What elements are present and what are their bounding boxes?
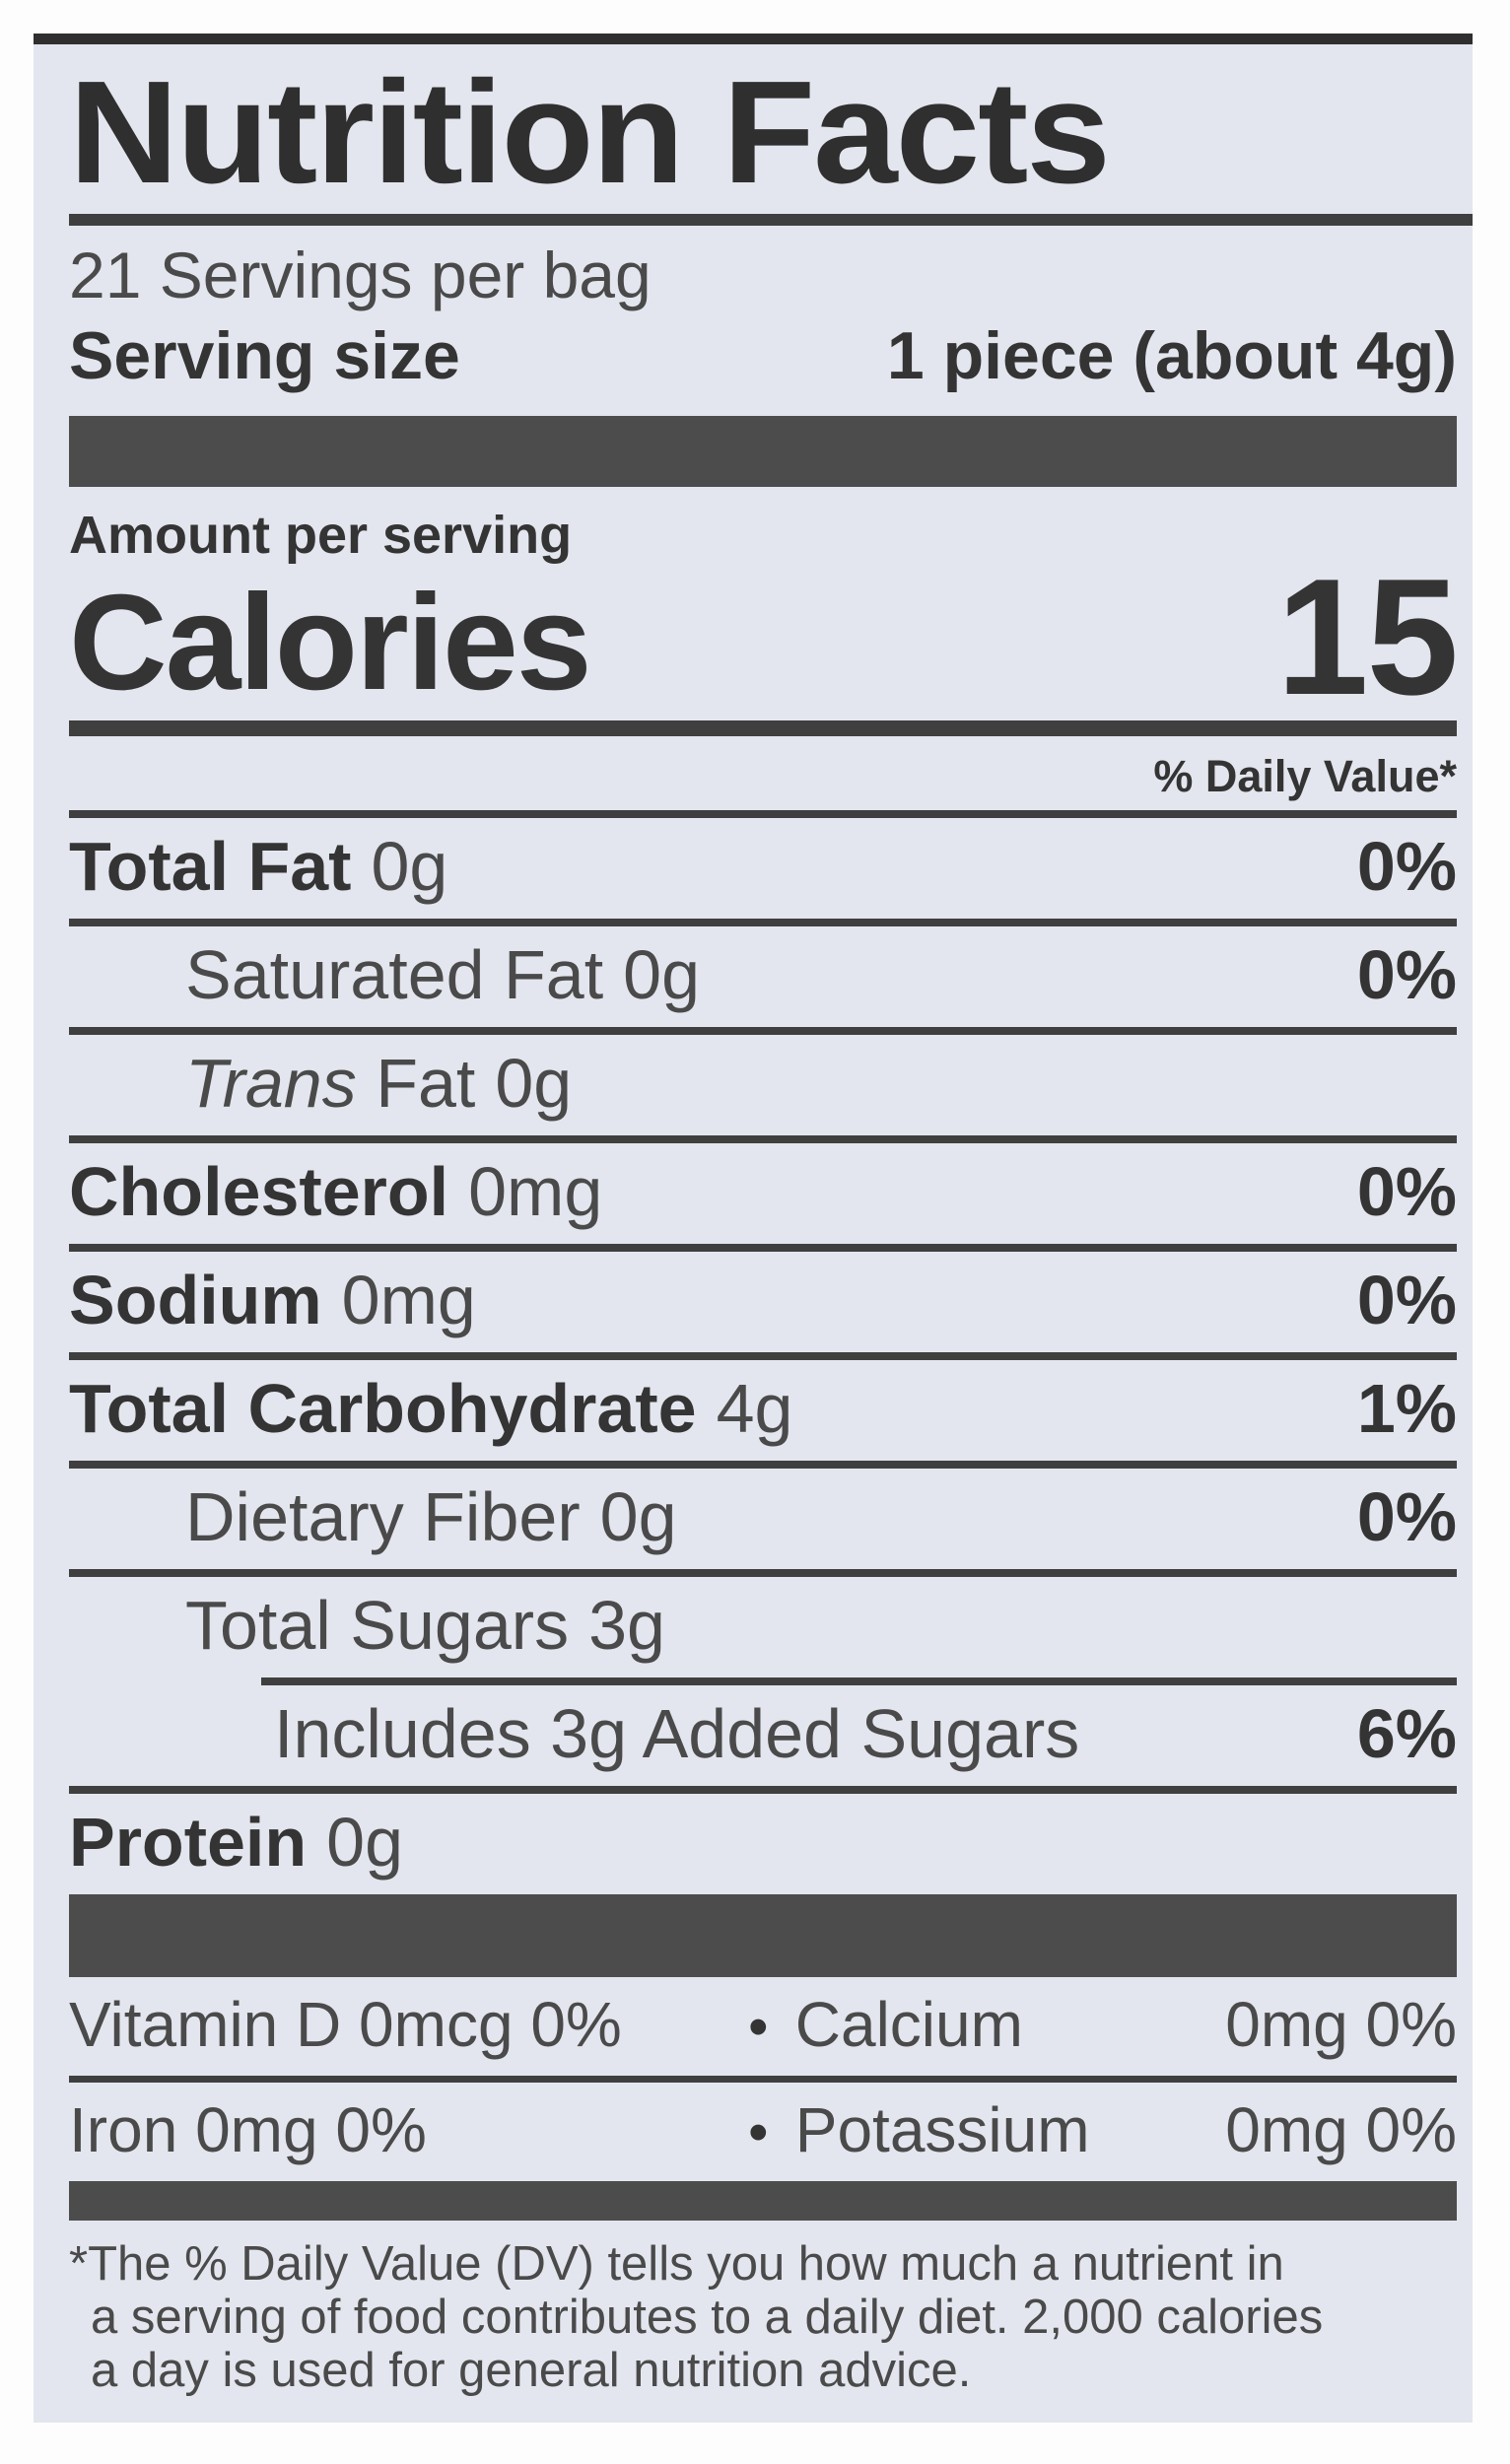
nutrient-amount: 4g [716,1369,793,1447]
calories-row: Calories 15 [69,543,1459,736]
nutrient-row-total-fat: Total Fat 0g 0% [69,818,1457,926]
nutrient-amount: 0g [326,1803,404,1881]
divider [261,1677,1457,1685]
nutrition-facts-label: Nutrition Facts 21 Servings per bag Serv… [34,34,1473,2423]
nutrient-name: Fat [376,1044,476,1122]
bullet-icon: • [748,1994,769,2059]
micronutrient-right-name: Potassium [794,2093,1090,2165]
nutrient-name: Includes 3g Added Sugars [274,1694,1080,1772]
daily-value: 0% [1356,935,1457,1013]
nutrient-amount: 0g [623,935,701,1013]
micronutrient-left: Vitamin D 0mcg 0% [69,1988,622,2060]
amount-per-serving-label: Amount per serving [69,505,573,565]
calories-label: Calories [69,566,592,719]
micronutrient-right-value: 0mg 0% [1225,1988,1457,2060]
nutrient-name: Protein [69,1803,308,1881]
nutrient-row-total-carbohydrate: Total Carbohydrate 4g 1% [69,1360,1457,1469]
nutrient-row-cholesterol: Cholesterol 0mg 0% [69,1143,1457,1252]
micronutrient-left: Iron 0mg 0% [69,2093,427,2165]
nutrient-row-added-sugars: Includes 3g Added Sugars 6% [69,1685,1457,1794]
daily-value: 0% [1356,1261,1457,1338]
nutrient-amount: 0mg [468,1152,603,1230]
nutrient-name: Total Carbohydrate [69,1369,697,1447]
thick-divider-bar [69,1893,1457,1977]
serving-size-value: 1 piece (about 4g) [886,318,1457,394]
nutrient-row-total-sugars: Total Sugars 3g [69,1577,1457,1677]
nutrient-amount: 0g [371,827,448,905]
calories-value: 15 [1276,543,1459,729]
thick-divider-bar [69,2180,1457,2221]
micronutrient-row-vitd-calcium: Vitamin D 0mcg 0% • Calcium 0mg 0% [69,1977,1457,2083]
serving-size-label: Serving size [69,318,460,394]
nutrient-name: Sodium [69,1261,322,1338]
nutrient-row-protein: Protein 0g [69,1794,1457,1894]
thick-divider-bar [69,415,1457,487]
footnote-line: a serving of food contributes to a daily… [91,2290,1324,2344]
daily-value: 0% [1356,1152,1457,1230]
daily-value: 6% [1356,1694,1457,1772]
label-title: Nutrition Facts [69,44,1473,226]
nutrient-name: Dietary Fiber [185,1477,581,1555]
nutrient-amount: 0mg [341,1261,476,1338]
nutrient-row-dietary-fiber: Dietary Fiber 0g 0% [69,1469,1457,1577]
daily-value: 0% [1356,827,1457,905]
micronutrient-right-value: 0mg 0% [1225,2093,1457,2165]
bullet-icon: • [748,2099,769,2164]
nutrient-row-sodium: Sodium 0mg 0% [69,1252,1457,1360]
nutrient-row-saturated-fat: Saturated Fat 0g 0% [69,926,1457,1035]
serving-size-row: Serving size 1 piece (about 4g) [69,309,1457,415]
nutrient-name: Total Sugars [185,1586,570,1664]
nutrient-row-trans-fat: Trans Fat 0g [69,1035,1457,1143]
nutrient-amount: 3g [588,1586,665,1664]
micronutrient-right-name: Calcium [794,1988,1023,2060]
nutrient-name: Cholesterol [69,1152,449,1230]
footnote-line: a day is used for general nutrition advi… [91,2343,972,2397]
nutrient-name-italic: Trans [185,1044,357,1122]
micronutrient-row-iron-potassium: Iron 0mg 0% • Potassium 0mg 0% [69,2083,1457,2181]
servings-per-container: 21 Servings per bag [69,238,652,311]
daily-value-header: % Daily Value* [69,736,1457,818]
footnote-line: *The % Daily Value (DV) tells you how mu… [69,2236,1284,2291]
nutrient-amount: 0g [495,1044,573,1122]
daily-value: 0% [1356,1477,1457,1555]
nutrient-amount: 0g [599,1477,677,1555]
nutrient-name: Total Fat [69,827,352,905]
daily-value-footnote: *The % Daily Value (DV) tells you how mu… [69,2221,1457,2398]
daily-value: 1% [1356,1369,1457,1447]
nutrient-name: Saturated Fat [185,935,604,1013]
